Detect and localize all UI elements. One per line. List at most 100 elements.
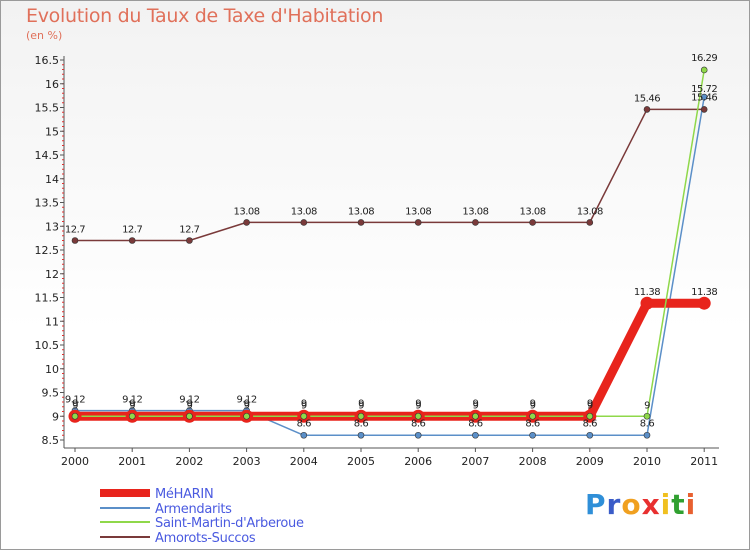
data-point bbox=[529, 412, 536, 420]
x-tick-label: 2007 bbox=[461, 455, 489, 468]
y-tick-label: 8.5 bbox=[42, 434, 60, 447]
data-point bbox=[529, 431, 536, 439]
legend-label: MéHARIN bbox=[155, 487, 213, 502]
logo-letter: P bbox=[585, 488, 607, 521]
data-labels: 9 9 9 9 9 9 9 9 9 9 11.38 11.38 9.12 9.12 9.12 9.12 8.6 8… bbox=[65, 53, 718, 429]
data-label: 8.6 bbox=[583, 418, 598, 429]
data-label: 9 bbox=[72, 400, 78, 411]
data-label: 13.08 bbox=[462, 206, 488, 217]
data-point bbox=[586, 219, 594, 226]
data-label: 9 bbox=[72, 398, 78, 409]
data-label: 12.7 bbox=[179, 225, 199, 236]
y-tick-label: 16 bbox=[45, 78, 59, 91]
data-label: 13.08 bbox=[348, 206, 374, 217]
series-line-3 bbox=[74, 108, 705, 242]
x-tick-label: 2009 bbox=[576, 455, 604, 468]
data-point bbox=[586, 412, 594, 420]
data-point bbox=[186, 412, 193, 420]
legend-label: Amorots-Succos bbox=[155, 531, 256, 546]
data-label: 8.6 bbox=[411, 418, 426, 429]
y-tick-label: 10 bbox=[45, 363, 59, 376]
data-point bbox=[640, 296, 654, 310]
legend-label: Armendarits bbox=[155, 502, 232, 517]
y-tick-label: 14.5 bbox=[35, 149, 60, 162]
axes: 8.5 9 9.5 10 10.5 11 11.5 12 12.5 13 13.5 14 14.5 15 1… bbox=[35, 54, 719, 468]
data-point bbox=[243, 219, 250, 226]
x-tick-label: 2006 bbox=[404, 455, 432, 468]
logo-letter: i bbox=[660, 488, 672, 521]
data-label: 8.6 bbox=[297, 418, 312, 429]
data-label: 9 bbox=[358, 400, 364, 411]
series-line-1 bbox=[74, 96, 705, 437]
data-point bbox=[700, 93, 708, 101]
data-label: 13.08 bbox=[234, 206, 260, 217]
data-label: 11.38 bbox=[634, 287, 660, 298]
series-line-2 bbox=[74, 69, 705, 418]
data-label: 9 bbox=[129, 400, 135, 411]
data-label: 9 bbox=[472, 398, 478, 409]
data-label: 16.29 bbox=[691, 53, 717, 64]
data-point bbox=[243, 412, 250, 420]
data-label: 9 bbox=[587, 400, 593, 411]
logo-letter: x bbox=[641, 488, 661, 521]
data-label: 9 bbox=[415, 398, 421, 409]
chart-title: Evolution du Taux de Taxe d'Habitation bbox=[26, 5, 384, 27]
y-tick-label: 15 bbox=[45, 125, 59, 138]
legend-label: Saint-Martin-d'Arberoue bbox=[155, 516, 304, 531]
y-tick-label: 12 bbox=[45, 268, 59, 281]
data-point bbox=[472, 431, 479, 439]
data-label: 15.72 bbox=[691, 84, 717, 95]
data-point bbox=[643, 412, 651, 420]
data-label: 9 bbox=[587, 398, 593, 409]
data-label: 9 bbox=[472, 400, 478, 411]
data-point bbox=[71, 237, 79, 244]
data-label: 9.12 bbox=[122, 395, 142, 406]
data-label: 11.38 bbox=[691, 287, 717, 298]
data-point bbox=[357, 219, 365, 226]
logo-letter: o bbox=[621, 488, 642, 521]
series-lines bbox=[70, 69, 709, 437]
y-tick-label: 10.5 bbox=[35, 339, 60, 352]
x-tick-label: 2005 bbox=[347, 455, 375, 468]
series-points bbox=[68, 66, 711, 439]
data-label: 8.6 bbox=[468, 418, 483, 429]
data-label: 9 bbox=[415, 400, 421, 411]
data-point bbox=[472, 219, 479, 226]
x-tick-label: 2003 bbox=[233, 455, 261, 468]
logo-letter: r bbox=[606, 488, 622, 521]
x-tick-label: 2008 bbox=[519, 455, 547, 468]
data-point bbox=[643, 106, 651, 113]
series-line-0 bbox=[70, 298, 709, 421]
data-point bbox=[128, 237, 136, 244]
x-tick-label: 2004 bbox=[290, 455, 318, 468]
data-label: 8.6 bbox=[640, 418, 655, 429]
logo-letter: t bbox=[671, 488, 686, 521]
data-point bbox=[529, 219, 536, 226]
data-label: 8.6 bbox=[525, 418, 540, 429]
x-tick-label: 2011 bbox=[690, 455, 718, 468]
data-point bbox=[700, 66, 708, 74]
data-label: 15.46 bbox=[691, 92, 717, 103]
y-tick-label: 15.5 bbox=[35, 102, 60, 115]
data-point bbox=[414, 219, 422, 226]
data-label: 13.08 bbox=[405, 206, 431, 217]
y-tick-label: 13 bbox=[45, 220, 59, 233]
data-point bbox=[414, 431, 422, 439]
data-point bbox=[300, 412, 308, 420]
data-point bbox=[586, 431, 594, 439]
data-label: 8.6 bbox=[354, 418, 369, 429]
y-tick-label: 16.5 bbox=[35, 54, 60, 67]
x-tick-label: 2001 bbox=[118, 455, 146, 468]
chart-unit-label: (en %) bbox=[26, 29, 63, 42]
data-point bbox=[414, 412, 422, 420]
x-tick-label: 2010 bbox=[633, 455, 661, 468]
data-label: 9 bbox=[186, 400, 192, 411]
data-label: 9 bbox=[244, 398, 250, 409]
data-label: 9 bbox=[186, 398, 192, 409]
data-label: 9.12 bbox=[179, 395, 199, 406]
x-tick-label: 2002 bbox=[175, 455, 203, 468]
y-tick-label: 9.5 bbox=[42, 387, 60, 400]
logo-letter: i bbox=[685, 488, 697, 521]
